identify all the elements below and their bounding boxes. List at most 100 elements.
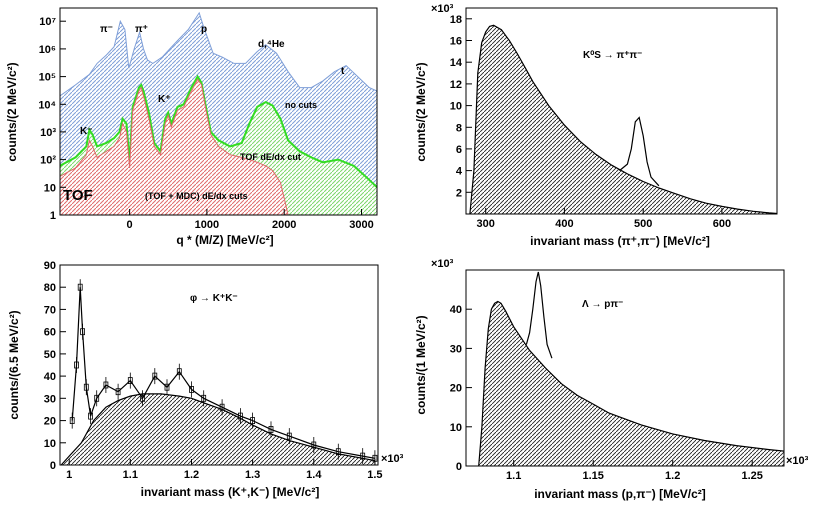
x-tick-label: 2000 [272, 219, 296, 231]
x-tick-label: 1.25 [741, 470, 762, 482]
y-tick-label: 4 [456, 166, 463, 178]
plot0-xlabel: q * (M/Z) [MeV/c²] [176, 233, 273, 247]
y-tick-label: 8 [456, 122, 462, 134]
y-tick-label: 50 [44, 349, 56, 361]
plot3-x-multiplier: ×10³ [786, 455, 809, 467]
x-tick-label: 1.3 [245, 469, 260, 481]
series-2-0-line [60, 393, 376, 465]
label-triton: t [341, 66, 345, 77]
x-tick-label: 1 [66, 469, 72, 481]
plot1-multiplier: ×10³ [431, 3, 454, 15]
x-tick-label: 600 [713, 218, 731, 230]
x-tick-label: 1.1 [506, 470, 521, 482]
x-tick-label: 300 [477, 218, 495, 230]
series-0-2-area [60, 79, 289, 215]
x-tick-label: 1.2 [184, 469, 199, 481]
x-tick-label: 0 [127, 219, 133, 231]
label-deuteron-helium: d,⁴He [258, 39, 285, 50]
label-k-minus: K⁻ [80, 126, 93, 137]
series-1-0-line [469, 24, 777, 214]
label-lambda-decay: Λ → pπ⁻ [582, 299, 623, 310]
series-3-1-line [525, 271, 553, 359]
y-tick-label: 10⁶ [39, 44, 56, 56]
series-0-2-line [60, 78, 289, 215]
y-tick-label: 16 [450, 36, 462, 48]
y-tick-label: 10 [450, 101, 462, 113]
label-pi-minus: π⁻ [100, 24, 113, 35]
y-tick-label: 80 [44, 282, 56, 294]
x-tick-label: 400 [555, 218, 573, 230]
x-tick-label: 1.4 [306, 469, 322, 481]
label-k-plus: K⁺ [158, 94, 171, 105]
x-tick-label: 1.2 [665, 470, 680, 482]
y-tick-label: 0 [50, 460, 56, 472]
plot2-ylabel: counts/(6.5 MeV/c²) [7, 310, 21, 419]
y-tick-label: 10³ [40, 127, 56, 139]
series-1-1-line [619, 116, 660, 187]
plot0-ylabel: counts/(2 MeV/c²) [5, 62, 19, 161]
plot3-frame [465, 269, 785, 467]
plot1-frame [465, 7, 778, 215]
plot1-data [469, 24, 777, 214]
label-k0s-decay: K⁰S → π⁺π⁻ [583, 50, 642, 61]
x-tick-label: 500 [634, 218, 652, 230]
y-tick-label: 60 [44, 327, 56, 339]
y-tick-label: 70 [44, 304, 56, 316]
y-tick-label: 40 [44, 371, 56, 383]
y-tick-label: 18 [450, 14, 462, 26]
label-tof-cut: TOF dE/dx cut [240, 152, 301, 162]
panel-phi: 1 1.1 1.2 1.3 1.4 1.5 0 10 20 30 40 50 60 70 80 90 ×10³… [7, 260, 404, 499]
y-tick-label: 20 [450, 383, 462, 395]
y-tick-label: 1 [50, 210, 56, 222]
plot3-data [478, 271, 784, 466]
y-tick-label: 10 [450, 422, 462, 434]
series-0-1-line [60, 74, 377, 189]
plot3-ylabel: counts/(1 MeV/c²) [414, 315, 428, 414]
series-2-0-area [61, 393, 375, 465]
x-tick-label: 1.15 [582, 470, 603, 482]
plot2-data [60, 279, 378, 465]
panel-particle-id: 0 1000 2000 3000 1 10 10² 10³ 10⁴ 10⁵ 10⁶ 10⁷ q * (… [5, 7, 378, 247]
plot1-ylabel: counts/(2 MeV/c²) [414, 62, 428, 161]
y-tick-label: 30 [44, 393, 56, 405]
plot0-frame [59, 7, 378, 216]
plot0-data [60, 11, 377, 215]
label-pi-plus: π⁺ [135, 24, 148, 35]
y-tick-label: 40 [450, 304, 462, 316]
y-tick-label: 90 [44, 260, 56, 272]
panel-k0s: 300 400 500 600 2 4 6 8 10 12 14 16 18 ×10³ invarian… [414, 3, 778, 248]
y-tick-label: 10⁷ [39, 16, 56, 28]
y-tick-label: 10² [40, 155, 56, 167]
y-tick-label: 10 [44, 182, 56, 194]
y-tick-label: 10⁴ [38, 99, 56, 111]
plot3-y-multiplier: ×10³ [431, 258, 454, 270]
plot2-multiplier: ×10³ [381, 453, 404, 465]
panel-lambda: 1.1 1.15 1.2 1.25 0 10 20 30 40 ×10³ ×10³ invari… [414, 258, 809, 501]
y-tick-label: 20 [44, 416, 56, 428]
y-tick-label: 2 [456, 187, 462, 199]
y-tick-label: 10 [44, 438, 56, 450]
plot3-ticks: 1.1 1.15 1.2 1.25 0 10 20 30 40 [450, 269, 763, 482]
plot0-ticks: 0 1000 2000 3000 1 10 10² 10³ 10⁴ 10⁵ 10⁶ 10⁷ [38, 16, 373, 231]
label-tof: TOF [63, 187, 93, 204]
y-tick-label: 12 [450, 79, 462, 91]
y-tick-label: 6 [456, 144, 462, 156]
plot2-xlabel: invariant mass (K⁺,K⁻) [MeV/c²] [141, 485, 320, 499]
plot2-frame [59, 264, 379, 466]
label-proton: p [201, 24, 207, 35]
x-tick-label: 1.1 [123, 469, 138, 481]
label-no-cuts: no cuts [285, 100, 317, 110]
y-tick-label: 10⁵ [39, 72, 56, 84]
series-3-0-area [478, 301, 784, 466]
x-tick-label: 3000 [349, 219, 373, 231]
label-phi-decay: φ → K⁺K⁻ [190, 293, 238, 304]
plot1-ticks: 300 400 500 600 2 4 6 8 10 12 14 16 18 [450, 14, 731, 230]
series-0-0-line [60, 11, 377, 97]
series-1-0-area [469, 25, 777, 214]
plot2-ticks: 1 1.1 1.2 1.3 1.4 1.5 0 10 20 30 40 50 60 70 80 90 [44, 260, 383, 481]
plot3-xlabel: invariant mass (p,π⁻) [MeV/c²] [534, 487, 706, 501]
x-tick-label: 1000 [195, 219, 219, 231]
y-tick-label: 30 [450, 343, 462, 355]
x-tick-label: 1.5 [367, 469, 382, 481]
